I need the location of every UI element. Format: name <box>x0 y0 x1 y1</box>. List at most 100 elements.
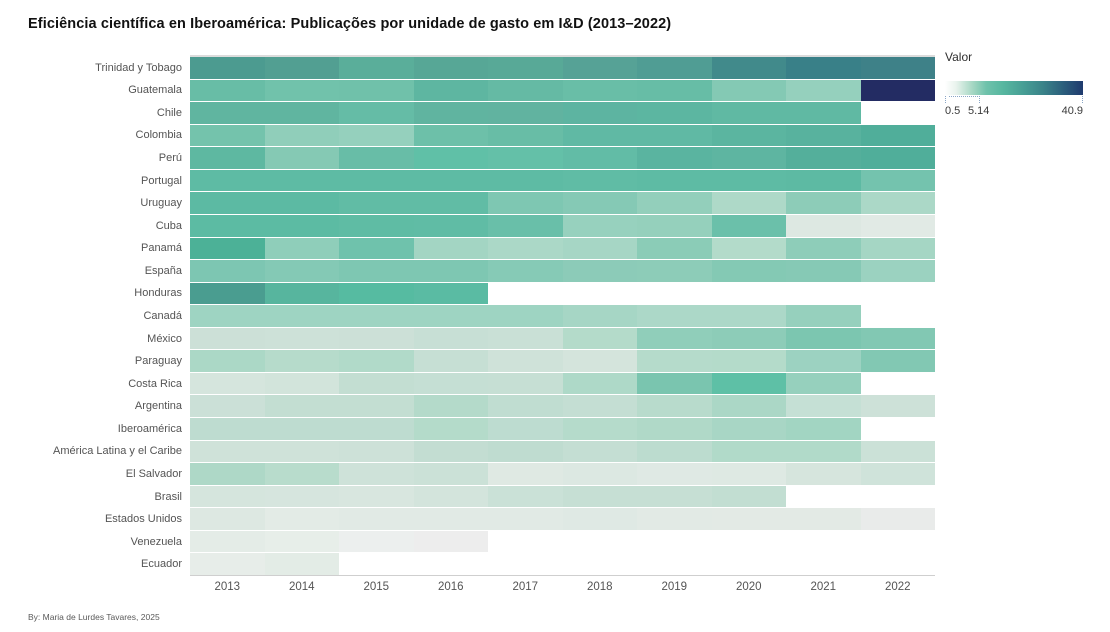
heatmap-cell[interactable] <box>637 169 712 192</box>
heatmap-cell[interactable] <box>711 395 786 418</box>
heatmap-cell[interactable] <box>413 147 488 169</box>
heatmap-cell[interactable] <box>562 147 637 169</box>
heatmap-cell[interactable] <box>711 508 786 530</box>
heatmap-cell[interactable] <box>488 102 563 124</box>
heatmap-cell[interactable] <box>264 79 339 102</box>
heatmap-cell[interactable] <box>190 79 265 102</box>
heatmap-cell[interactable] <box>860 350 935 372</box>
heatmap-cell[interactable] <box>264 327 339 350</box>
heatmap-cell[interactable] <box>786 553 861 575</box>
heatmap-cell[interactable] <box>860 79 935 102</box>
heatmap-cell[interactable] <box>711 282 786 305</box>
heatmap-cell[interactable] <box>637 530 712 553</box>
heatmap-cell[interactable] <box>562 418 637 440</box>
heatmap-cell[interactable] <box>339 147 414 169</box>
heatmap-cell[interactable] <box>339 372 414 395</box>
heatmap-cell[interactable] <box>786 147 861 169</box>
heatmap-cell[interactable] <box>786 260 861 282</box>
heatmap-cell[interactable] <box>264 169 339 192</box>
heatmap-cell[interactable] <box>190 530 265 553</box>
heatmap-cell[interactable] <box>562 102 637 124</box>
heatmap-cell[interactable] <box>786 463 861 485</box>
heatmap-cell[interactable] <box>786 237 861 260</box>
heatmap-cell[interactable] <box>562 327 637 350</box>
heatmap-cell[interactable] <box>637 327 712 350</box>
heatmap-cell[interactable] <box>786 102 861 124</box>
heatmap-cell[interactable] <box>711 237 786 260</box>
heatmap-cell[interactable] <box>637 147 712 169</box>
heatmap-cell[interactable] <box>786 214 861 237</box>
heatmap-cell[interactable] <box>562 79 637 102</box>
heatmap-cell[interactable] <box>339 395 414 418</box>
heatmap-cell[interactable] <box>562 372 637 395</box>
heatmap-cell[interactable] <box>637 124 712 147</box>
heatmap-cell[interactable] <box>488 305 563 327</box>
heatmap-cell[interactable] <box>339 102 414 124</box>
heatmap-cell[interactable] <box>190 440 265 463</box>
heatmap-cell[interactable] <box>786 485 861 508</box>
heatmap-cell[interactable] <box>637 282 712 305</box>
heatmap-cell[interactable] <box>860 282 935 305</box>
heatmap-cell[interactable] <box>637 485 712 508</box>
heatmap-cell[interactable] <box>264 282 339 305</box>
heatmap-cell[interactable] <box>562 282 637 305</box>
heatmap-cell[interactable] <box>264 102 339 124</box>
heatmap-cell[interactable] <box>413 237 488 260</box>
heatmap-cell[interactable] <box>562 553 637 575</box>
heatmap-cell[interactable] <box>711 372 786 395</box>
heatmap-cell[interactable] <box>190 508 265 530</box>
heatmap-cell[interactable] <box>860 327 935 350</box>
heatmap-cell[interactable] <box>637 192 712 214</box>
heatmap-cell[interactable] <box>339 530 414 553</box>
heatmap-cell[interactable] <box>413 327 488 350</box>
heatmap-cell[interactable] <box>860 169 935 192</box>
heatmap-cell[interactable] <box>711 147 786 169</box>
heatmap-cell[interactable] <box>488 418 563 440</box>
heatmap-cell[interactable] <box>711 327 786 350</box>
heatmap-cell[interactable] <box>339 485 414 508</box>
heatmap-cell[interactable] <box>339 463 414 485</box>
heatmap-cell[interactable] <box>786 530 861 553</box>
heatmap-cell[interactable] <box>413 372 488 395</box>
heatmap-cell[interactable] <box>711 418 786 440</box>
heatmap-cell[interactable] <box>562 260 637 282</box>
heatmap-cell[interactable] <box>711 553 786 575</box>
heatmap-cell[interactable] <box>562 169 637 192</box>
heatmap-cell[interactable] <box>339 508 414 530</box>
heatmap-cell[interactable] <box>488 282 563 305</box>
heatmap-cell[interactable] <box>413 553 488 575</box>
heatmap-cell[interactable] <box>637 214 712 237</box>
heatmap-cell[interactable] <box>264 305 339 327</box>
heatmap-cell[interactable] <box>786 282 861 305</box>
heatmap-cell[interactable] <box>860 305 935 327</box>
heatmap-cell[interactable] <box>488 485 563 508</box>
heatmap-cell[interactable] <box>264 463 339 485</box>
heatmap-cell[interactable] <box>339 214 414 237</box>
heatmap-cell[interactable] <box>190 327 265 350</box>
heatmap-cell[interactable] <box>413 463 488 485</box>
heatmap-cell[interactable] <box>711 305 786 327</box>
heatmap-cell[interactable] <box>637 260 712 282</box>
heatmap-cell[interactable] <box>860 57 935 79</box>
heatmap-cell[interactable] <box>264 372 339 395</box>
heatmap-cell[interactable] <box>786 57 861 79</box>
heatmap-cell[interactable] <box>488 237 563 260</box>
heatmap-cell[interactable] <box>339 350 414 372</box>
heatmap-cell[interactable] <box>190 237 265 260</box>
heatmap-cell[interactable] <box>264 147 339 169</box>
heatmap-cell[interactable] <box>339 192 414 214</box>
heatmap-cell[interactable] <box>190 372 265 395</box>
heatmap-cell[interactable] <box>488 440 563 463</box>
legend-gradient-bar[interactable] <box>945 81 1083 95</box>
heatmap-cell[interactable] <box>637 418 712 440</box>
heatmap-cell[interactable] <box>264 57 339 79</box>
heatmap-cell[interactable] <box>860 463 935 485</box>
heatmap-cell[interactable] <box>190 124 265 147</box>
heatmap-cell[interactable] <box>190 57 265 79</box>
heatmap-cell[interactable] <box>711 530 786 553</box>
heatmap-cell[interactable] <box>637 79 712 102</box>
heatmap-cell[interactable] <box>786 124 861 147</box>
heatmap-cell[interactable] <box>488 553 563 575</box>
heatmap-cell[interactable] <box>637 305 712 327</box>
heatmap-cell[interactable] <box>413 530 488 553</box>
